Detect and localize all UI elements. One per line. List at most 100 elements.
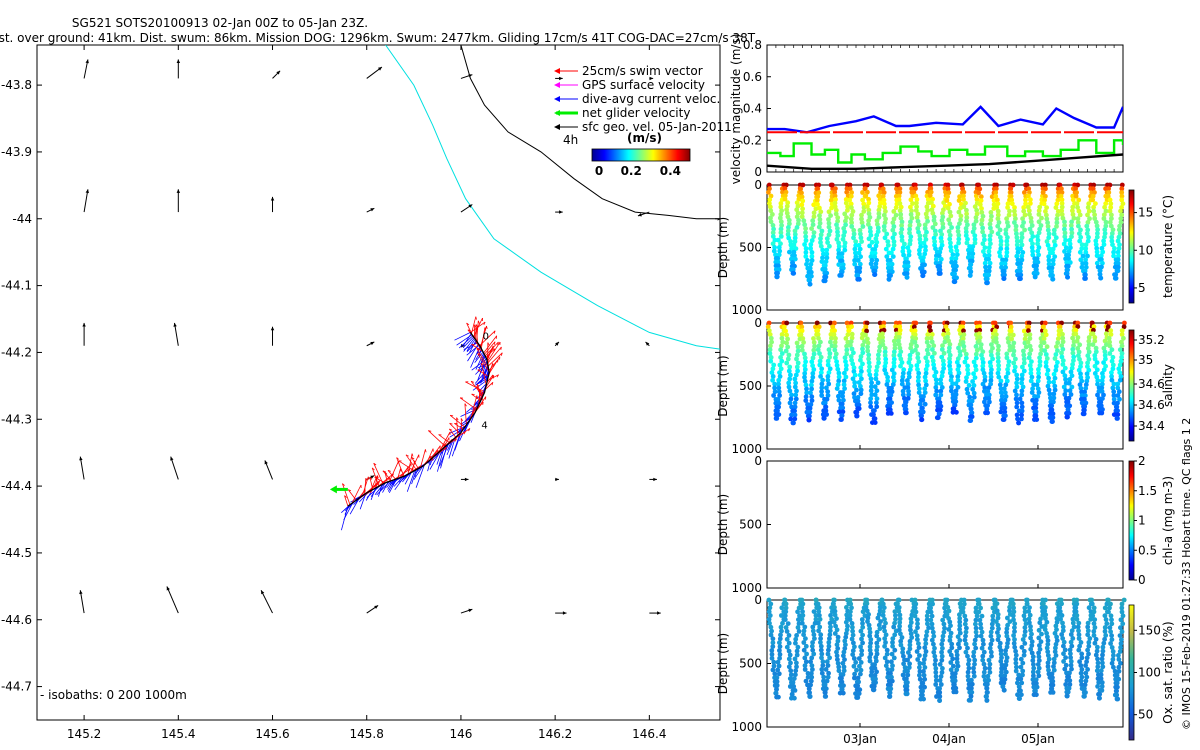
oxygen-sample: [1068, 659, 1074, 664]
salinity-sample: [1084, 371, 1090, 377]
temperature-sample: [996, 220, 1002, 225]
temperature-sample: [970, 244, 976, 249]
swim-vector: [398, 460, 415, 472]
oxygen-sample: [841, 664, 847, 670]
oxygen-sample: [957, 645, 962, 651]
swim-vector-head: [497, 341, 499, 346]
salinity-sample: [1014, 384, 1020, 390]
swim-vector-head: [476, 348, 480, 351]
temperature-sample: [1013, 216, 1018, 222]
oxygen-sample: [939, 641, 945, 647]
temperature-sample: [1036, 212, 1042, 217]
temperature-sample: [857, 265, 863, 271]
oxygen-sample: [868, 640, 873, 646]
oxygen-sample: [922, 665, 928, 670]
oxygen-sample: [778, 624, 784, 630]
swim-vector-head: [491, 382, 494, 386]
oxygen-sample: [954, 660, 960, 665]
temperature-sample: [1054, 220, 1060, 226]
temperature-sample: [1014, 238, 1020, 244]
salinity-colorbar-tick-label: 34.4: [1138, 419, 1165, 433]
temperature-sample: [1049, 265, 1055, 271]
oxygen-sample: [880, 613, 886, 618]
oxygen-sample: [1020, 660, 1026, 666]
salinity-sample: [1102, 353, 1108, 358]
salinity-sample: [971, 359, 977, 365]
dive-avg-current-vector: [366, 485, 381, 498]
salinity-sample: [989, 342, 994, 347]
salinity-sample: [988, 378, 994, 383]
temperature-sample: [851, 231, 857, 237]
geo-vector-head: [264, 460, 268, 465]
temperature-sample: [949, 225, 954, 230]
temperature-sample: [961, 193, 966, 199]
oxygen-sample: [917, 669, 923, 674]
oxygen-sample: [920, 692, 925, 698]
temperature-sample: [961, 197, 966, 202]
temperature-sample: [800, 206, 805, 212]
temperature-sample: [1075, 220, 1081, 225]
temperature-colorbar-tick-label: 10: [1138, 243, 1153, 257]
temperature-sample: [827, 228, 833, 234]
temperature-sample: [907, 226, 912, 232]
oxygen-sample: [1002, 676, 1008, 682]
salinity-sample: [1106, 335, 1112, 341]
temperature-sample: [766, 189, 771, 195]
salinity-sample: [905, 381, 911, 387]
salinity-sample: [906, 370, 912, 376]
salinity-sample: [1051, 395, 1057, 401]
salinity-sample: [1043, 364, 1049, 369]
temperature-sample: [1059, 212, 1065, 217]
salinity-sample: [1119, 332, 1125, 337]
oxygen-sample: [1098, 668, 1104, 674]
salinity-sample: [968, 402, 974, 408]
salinity-sample: [1121, 335, 1126, 341]
temperature-sample: [1099, 245, 1105, 251]
salinity-sample: [1005, 336, 1011, 341]
salinity-sample: [905, 396, 911, 401]
salinity-sample: [913, 347, 918, 353]
oxygen-sample: [1100, 660, 1105, 666]
oxygen-sample: [847, 613, 853, 618]
chlorophyll-colorbar-tick-label: 2: [1138, 454, 1146, 468]
salinity-sample: [779, 335, 785, 341]
geo-vector-head: [468, 608, 473, 613]
temperature-sample: [1045, 224, 1051, 229]
oxygen-sample: [905, 680, 910, 685]
salinity-sample: [929, 339, 935, 345]
temperature-sample: [904, 274, 910, 280]
oxygen-sample: [792, 688, 798, 693]
oxygen-sample: [1091, 605, 1097, 611]
salinity-sample: [854, 413, 860, 419]
salinity-sample: [977, 324, 982, 329]
temperature-sample: [1026, 208, 1032, 214]
oxygen-sample: [1012, 644, 1018, 650]
oxygen-sample: [1063, 682, 1069, 687]
oxygen-sample: [790, 680, 796, 685]
salinity-sample: [940, 358, 946, 364]
oxygen-sample: [941, 621, 947, 627]
salinity-sample: [822, 400, 828, 406]
oxygen-sample: [942, 625, 947, 631]
temperature-sample: [800, 198, 806, 204]
oxygen-sample: [1118, 625, 1123, 631]
oxygen-sample: [882, 616, 887, 622]
temperature-sample: [1111, 249, 1116, 255]
salinity-sample: [873, 376, 879, 382]
oxygen-sample: [963, 633, 968, 639]
swim-vector-head: [371, 467, 375, 471]
salinity-sample: [1119, 351, 1125, 356]
oxygen-sample: [998, 651, 1004, 657]
salinity-sample: [1079, 378, 1085, 384]
oxygen-sample: [1099, 680, 1105, 685]
salinity-sample: [827, 366, 833, 372]
temperature-sample: [1027, 190, 1032, 195]
salinity-sample: [1092, 338, 1098, 344]
temperature-sample: [842, 229, 847, 235]
salinity-sample: [949, 384, 954, 390]
salinity-sample: [776, 385, 782, 391]
oxygen-sample: [793, 668, 799, 674]
salinity-sample: [789, 412, 794, 418]
temperature-sample: [819, 228, 825, 234]
